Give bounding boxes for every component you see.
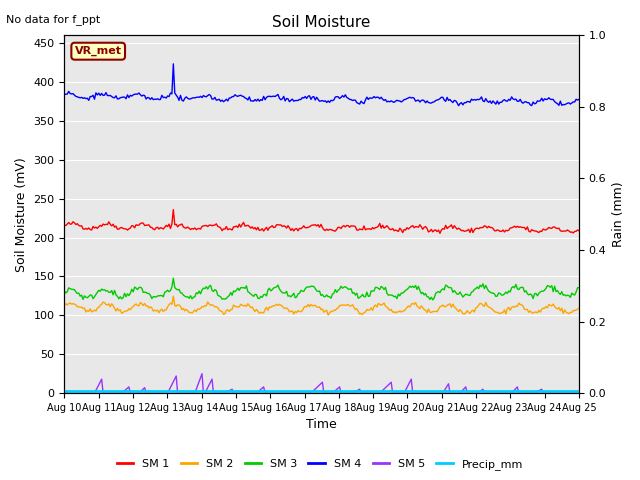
Precip_mm [547,388,554,394]
Precip_mm [214,388,221,394]
SM 2 [170,293,177,299]
SM 2 [61,303,68,309]
SM 2 [324,312,332,318]
SM 1 [436,230,444,236]
SM 1 [124,227,131,233]
Precip_mm [575,388,583,394]
Line: SM 2: SM 2 [65,296,579,315]
SM 4 [61,92,68,97]
SM 4 [575,96,583,102]
SM 2 [216,307,223,313]
Precip_mm [285,388,293,394]
Text: No data for f_ppt: No data for f_ppt [6,14,100,25]
SM 5 [287,390,294,396]
SM 3 [287,294,294,300]
SM 1 [287,228,294,233]
Legend: SM 1, SM 2, SM 3, SM 4, SM 5, Precip_mm: SM 1, SM 2, SM 3, SM 4, SM 5, Precip_mm [112,455,528,474]
SM 4 [287,97,294,103]
SM 3 [232,288,240,293]
Precip_mm [231,388,239,394]
SM 1 [170,207,177,213]
SM 5 [124,385,131,391]
SM 5 [216,390,223,396]
Title: Soil Moisture: Soil Moisture [273,15,371,30]
Y-axis label: Rain (mm): Rain (mm) [612,181,625,247]
SM 5 [575,390,583,396]
SM 1 [216,224,223,230]
SM 3 [549,289,557,295]
SM 3 [216,293,223,299]
SM 1 [575,228,583,234]
SM 2 [124,308,131,314]
SM 2 [575,305,583,311]
SM 5 [548,390,556,396]
SM 5 [232,390,240,396]
SM 5 [241,390,249,396]
Line: SM 3: SM 3 [65,278,579,300]
SM 3 [241,286,249,291]
SM 4 [124,92,131,98]
Precip_mm [240,388,248,394]
SM 3 [429,297,436,303]
Text: VR_met: VR_met [75,46,122,56]
SM 4 [455,103,463,108]
SM 4 [549,96,557,102]
X-axis label: Time: Time [307,419,337,432]
SM 5 [198,371,206,376]
SM 1 [549,224,557,230]
SM 3 [124,291,131,297]
SM 4 [241,95,249,101]
Precip_mm [61,388,68,394]
SM 2 [241,302,249,308]
SM 4 [216,96,223,102]
SM 4 [170,61,177,67]
SM 3 [61,288,68,294]
SM 4 [232,93,240,99]
Line: SM 5: SM 5 [65,373,579,393]
SM 2 [549,301,557,307]
Line: SM 4: SM 4 [65,64,579,106]
SM 3 [170,276,177,281]
SM 1 [241,223,249,229]
SM 3 [575,285,583,290]
Y-axis label: Soil Moisture (mV): Soil Moisture (mV) [15,157,28,272]
Precip_mm [124,388,131,394]
SM 1 [232,223,240,229]
SM 2 [287,308,294,314]
SM 2 [232,304,240,310]
Line: SM 1: SM 1 [65,210,579,233]
SM 5 [61,390,68,396]
SM 1 [61,222,68,228]
